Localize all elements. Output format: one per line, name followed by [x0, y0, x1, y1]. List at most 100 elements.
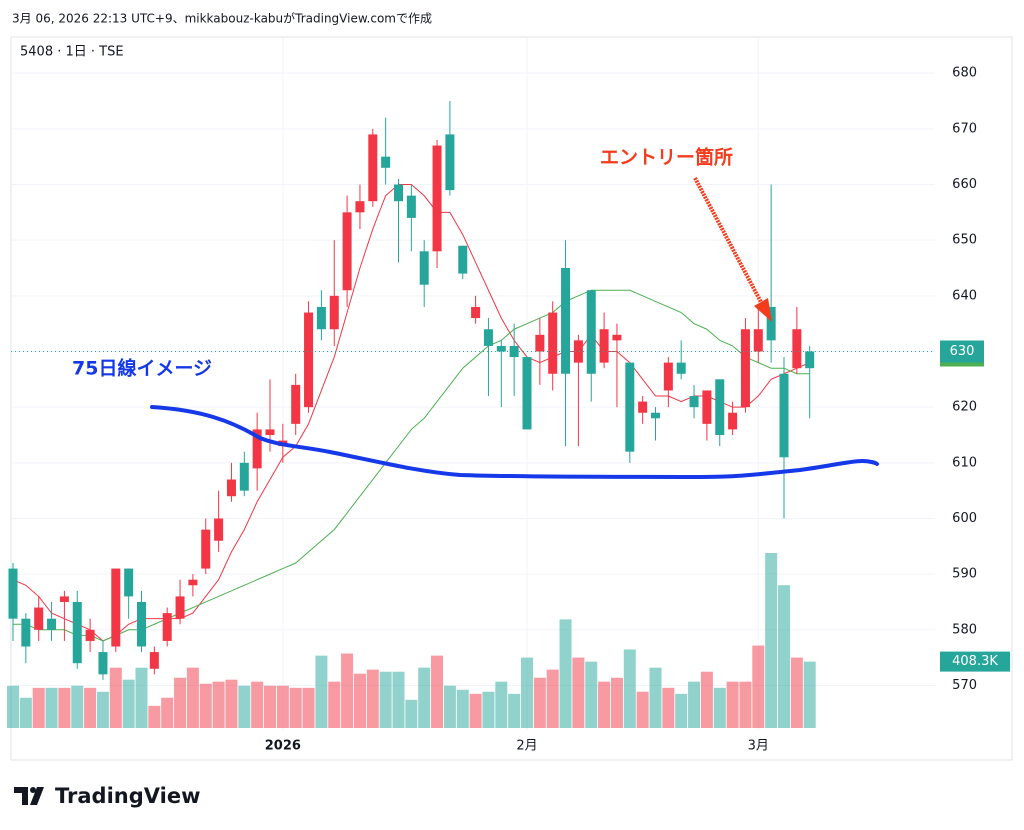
volume-bar	[739, 681, 752, 728]
candle-body	[432, 145, 442, 252]
volume-bar	[469, 693, 482, 728]
candle-body	[394, 184, 403, 202]
logo: TradingView	[14, 784, 200, 808]
candle-body	[599, 329, 609, 363]
candle-body	[98, 652, 108, 675]
volume-tag	[940, 651, 1010, 672]
candle-body	[85, 629, 95, 641]
candle-body	[689, 396, 699, 408]
candle-body	[805, 351, 815, 369]
y-tick-label: 640	[952, 288, 977, 303]
volume-bar	[276, 685, 289, 728]
last-price-label: 630	[950, 344, 975, 359]
volume-bar	[598, 681, 611, 728]
volume-bar	[392, 671, 405, 728]
volume-pane	[7, 553, 816, 728]
volume-bar	[7, 685, 19, 728]
candle-body	[548, 312, 558, 374]
volume-bar	[379, 671, 392, 728]
volume-bar	[482, 691, 495, 728]
brand: TradingView	[55, 784, 200, 808]
candle-body	[124, 568, 134, 597]
candle-body	[162, 613, 172, 641]
volume-bar	[32, 687, 45, 728]
candle-body	[201, 529, 211, 569]
candle-body	[663, 362, 673, 391]
y-tick-label: 580	[952, 622, 977, 637]
candle-body	[471, 306, 481, 319]
candle-body	[753, 329, 763, 352]
entry-arrow	[693, 177, 764, 305]
volume-bar	[366, 669, 379, 728]
candle-body	[21, 618, 31, 647]
candle-body	[239, 462, 249, 491]
volume-bar	[289, 687, 302, 728]
volume-bar	[431, 655, 444, 728]
candle-body	[728, 412, 738, 430]
volume-bar	[405, 699, 418, 728]
candle-body	[342, 212, 352, 291]
candle-body	[252, 429, 262, 469]
volume-bar	[19, 697, 32, 728]
candle-body	[702, 390, 712, 424]
volume-bar	[199, 683, 212, 728]
volume-bar	[109, 667, 122, 728]
volume-bar	[225, 679, 238, 728]
logo-dot	[30, 787, 36, 793]
candle-body	[638, 401, 648, 413]
volume-bar	[353, 673, 366, 728]
y-tick-label: 670	[952, 121, 977, 136]
y-tick-label: 660	[952, 177, 977, 192]
candle-body	[316, 306, 326, 330]
volume-bar	[765, 553, 778, 728]
candle-body	[419, 251, 429, 285]
annotation-entry: エントリー箇所	[600, 146, 733, 169]
candle-body	[137, 601, 146, 647]
candle-body	[8, 568, 18, 619]
x-tick-label: 3月	[748, 739, 769, 754]
volume-bar	[122, 679, 135, 728]
candle-body	[265, 429, 275, 435]
candle-body	[34, 607, 44, 630]
candle-body	[175, 596, 185, 619]
volume-bar	[508, 693, 521, 728]
ma75-sketch	[150, 405, 879, 480]
candle-body	[561, 268, 571, 374]
volume-bar	[572, 657, 585, 728]
candle-body	[535, 334, 545, 352]
volume-bar	[495, 681, 508, 728]
volume-bar	[521, 657, 533, 728]
candle-body	[188, 579, 198, 586]
candle-body	[59, 596, 69, 602]
volume-bar	[71, 685, 84, 728]
candle-body	[586, 290, 596, 374]
volume-bar	[302, 687, 315, 728]
candle-body	[355, 201, 365, 213]
chart-title: 5408 · 1日 · TSE	[20, 45, 124, 60]
volume-bar	[726, 681, 739, 728]
candle-body	[47, 618, 57, 630]
candles	[8, 101, 815, 680]
volume-bar	[752, 645, 765, 728]
volume-bar	[251, 681, 264, 728]
volume-bar	[585, 661, 598, 728]
y-tick-label: 650	[952, 233, 977, 248]
candle-body	[625, 362, 635, 452]
volume-bar	[328, 681, 341, 728]
candle-body	[72, 601, 82, 664]
volume-bar	[700, 671, 713, 728]
candle-body	[740, 329, 750, 408]
volume-bar	[456, 689, 469, 728]
price-axis: 570 580 590 600 610 620 630 640 650 660 670 680 2026…	[11, 66, 1010, 754]
candle-body	[509, 345, 519, 358]
candle-body	[715, 379, 725, 435]
frame	[10, 36, 1013, 761]
volume-bar	[662, 687, 675, 728]
candle-body	[612, 334, 622, 341]
volume-bar	[174, 677, 187, 728]
volume-bar	[148, 705, 161, 728]
last-price-tag	[940, 340, 984, 363]
candle-body	[304, 312, 314, 408]
annotation-ma75: 75日線イメージ	[72, 357, 212, 380]
